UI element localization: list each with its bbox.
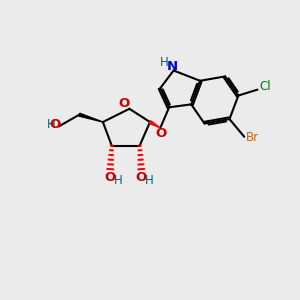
Text: H: H: [47, 118, 56, 131]
Text: H: H: [160, 56, 169, 69]
Text: Br: Br: [246, 131, 259, 144]
Text: H: H: [145, 174, 154, 187]
Text: Cl: Cl: [259, 80, 271, 93]
Text: O: O: [118, 97, 130, 110]
Text: O: O: [156, 127, 167, 140]
Polygon shape: [79, 113, 103, 122]
Text: O: O: [49, 118, 60, 131]
Polygon shape: [149, 121, 160, 128]
Text: O: O: [136, 171, 147, 184]
Text: O: O: [105, 171, 116, 184]
Text: H: H: [114, 174, 123, 187]
Text: N: N: [167, 61, 178, 74]
